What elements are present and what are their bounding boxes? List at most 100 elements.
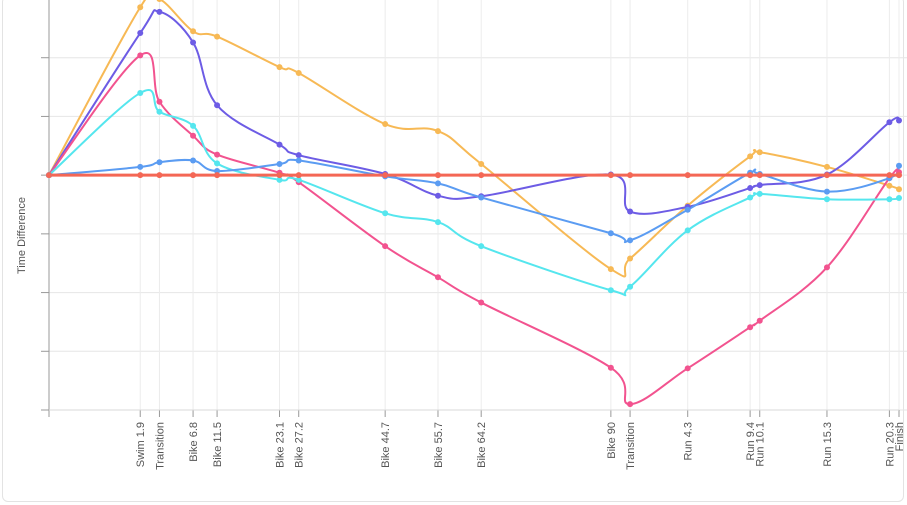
data-point bbox=[627, 237, 634, 244]
data-point bbox=[896, 186, 902, 193]
data-point bbox=[478, 172, 485, 179]
y-axis-title: Time Difference bbox=[16, 197, 28, 274]
data-point bbox=[190, 122, 197, 129]
data-point bbox=[627, 172, 634, 179]
data-point bbox=[190, 172, 197, 179]
data-point bbox=[823, 172, 830, 179]
data-point bbox=[434, 274, 441, 281]
data-point bbox=[434, 128, 441, 135]
data-point bbox=[823, 196, 830, 203]
x-tick-label: Bike 27.2 bbox=[294, 422, 306, 468]
data-point bbox=[434, 180, 441, 187]
data-point bbox=[886, 182, 893, 189]
data-point bbox=[684, 365, 691, 372]
x-tick-label: Swim 1.9 bbox=[135, 422, 147, 467]
data-point bbox=[627, 208, 634, 215]
data-point bbox=[607, 230, 614, 237]
data-point bbox=[137, 163, 144, 170]
data-point bbox=[137, 172, 144, 179]
data-point bbox=[823, 264, 830, 271]
data-point bbox=[382, 210, 389, 217]
data-point bbox=[295, 172, 302, 179]
data-point bbox=[214, 151, 221, 158]
data-point bbox=[896, 172, 902, 179]
data-point bbox=[478, 160, 485, 167]
data-point bbox=[627, 401, 634, 408]
data-point bbox=[190, 157, 197, 164]
series-line bbox=[48, 158, 900, 244]
data-point bbox=[156, 8, 163, 15]
data-point bbox=[896, 195, 902, 202]
x-tick-label: Run 4.3 bbox=[683, 422, 695, 461]
data-point bbox=[756, 182, 763, 189]
data-point bbox=[295, 69, 302, 76]
data-point bbox=[382, 172, 389, 179]
x-tick-label: Bike 11.5 bbox=[212, 422, 224, 467]
x-tick-label: Run 20.3 bbox=[884, 422, 896, 467]
data-point bbox=[190, 28, 197, 35]
data-point bbox=[607, 172, 614, 179]
data-point bbox=[137, 30, 144, 37]
data-point bbox=[190, 132, 197, 139]
x-tick-label: Bike 90 bbox=[606, 422, 618, 459]
data-point bbox=[276, 176, 283, 183]
x-tick-label: Run 15.3 bbox=[822, 422, 834, 467]
data-point bbox=[214, 33, 221, 40]
data-point bbox=[607, 266, 614, 273]
data-point bbox=[756, 190, 763, 197]
x-tick-labels: Swim 1.9 Transition Bike 6.8 Bike 11.5 Bike … bbox=[135, 422, 906, 470]
data-point bbox=[607, 364, 614, 371]
data-point bbox=[627, 283, 634, 290]
data-point bbox=[382, 243, 389, 250]
series-line bbox=[48, 52, 900, 406]
x-tick-label: Bike 44.7 bbox=[380, 422, 392, 468]
data-point bbox=[156, 172, 163, 179]
data-point bbox=[276, 160, 283, 167]
data-point bbox=[478, 194, 485, 201]
data-point bbox=[747, 172, 754, 179]
data-point bbox=[295, 157, 302, 164]
data-point bbox=[434, 219, 441, 226]
data-point bbox=[137, 52, 144, 59]
data-point bbox=[823, 163, 830, 170]
data-point bbox=[214, 172, 221, 179]
data-point bbox=[156, 108, 163, 115]
grid-lines bbox=[49, 0, 907, 411]
axes bbox=[41, 0, 900, 417]
data-point bbox=[478, 243, 485, 250]
x-tick-label: Run 9.4 bbox=[745, 422, 757, 461]
data-point bbox=[823, 188, 830, 195]
data-point bbox=[137, 4, 144, 11]
series-lines bbox=[48, 0, 901, 406]
data-point bbox=[627, 255, 634, 262]
data-point bbox=[684, 227, 691, 234]
data-point bbox=[295, 176, 302, 183]
data-point bbox=[382, 121, 389, 128]
data-point bbox=[886, 172, 893, 179]
data-point bbox=[896, 117, 902, 124]
data-point bbox=[214, 160, 221, 167]
data-point bbox=[276, 141, 283, 148]
series-line bbox=[48, 9, 900, 215]
x-tick-label: Bike 64.2 bbox=[476, 422, 488, 468]
data-point bbox=[214, 168, 221, 175]
data-point bbox=[46, 172, 52, 179]
data-point bbox=[886, 119, 893, 126]
data-point bbox=[156, 0, 163, 2]
data-point bbox=[276, 64, 283, 71]
data-point bbox=[896, 162, 902, 169]
data-point bbox=[156, 98, 163, 105]
data-point bbox=[747, 194, 754, 201]
data-point bbox=[478, 299, 485, 306]
data-point bbox=[434, 192, 441, 199]
x-tick-label: Transition bbox=[625, 422, 637, 470]
data-point bbox=[276, 172, 283, 179]
x-tick-label: Finish bbox=[894, 422, 906, 451]
x-tick-label: Bike 23.1 bbox=[275, 422, 287, 468]
data-point bbox=[756, 149, 763, 156]
data-point bbox=[886, 196, 893, 203]
data-point bbox=[747, 185, 754, 192]
data-point bbox=[156, 159, 163, 166]
data-point bbox=[214, 102, 221, 109]
